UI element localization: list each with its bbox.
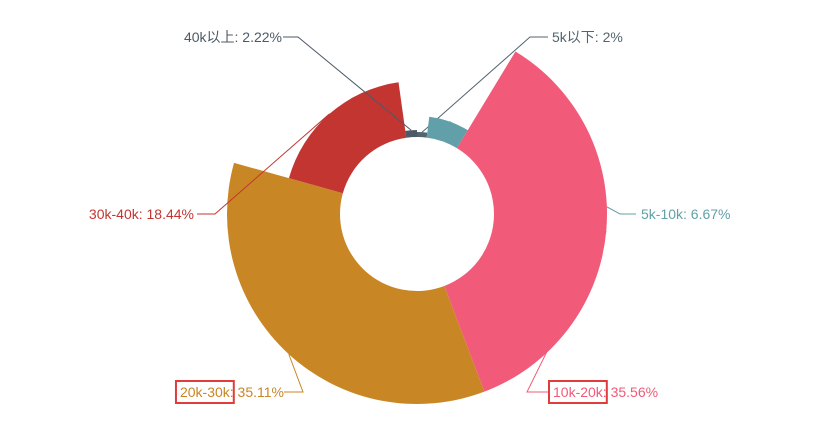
- data-label-40k: 40k以上: 2.22%: [184, 29, 282, 45]
- slice-5k-10k[interactable]: [426, 116, 468, 149]
- data-label-5k: 5k以下: 2%: [552, 29, 623, 45]
- highlight-box-20k-30k: [174, 380, 235, 404]
- slice-20k-30k[interactable]: [227, 162, 485, 405]
- slice-10k-20k[interactable]: [444, 51, 608, 392]
- leader-line-30k-40k: [197, 113, 330, 215]
- leader-line-5k: [421, 36, 548, 133]
- highlight-box-10k-20k: [548, 380, 608, 404]
- leader-line-10k-20k: [526, 231, 607, 393]
- slice-30k-40k[interactable]: [288, 82, 407, 194]
- data-label-10k-20k: 10k-20k: 35.56%: [553, 384, 658, 400]
- data-label-30k-40k: 30k-40k: 18.44%: [89, 206, 194, 222]
- leader-line-20k-30k: [284, 354, 304, 393]
- data-label-5k-10k: 5k-10k: 6.67%: [641, 206, 731, 222]
- data-label-20k-30k: 20k-30k: 35.11%: [180, 384, 284, 400]
- slice-40k[interactable]: [405, 130, 417, 138]
- slice-5k[interactable]: [417, 132, 428, 138]
- leader-line-40k: [283, 36, 412, 131]
